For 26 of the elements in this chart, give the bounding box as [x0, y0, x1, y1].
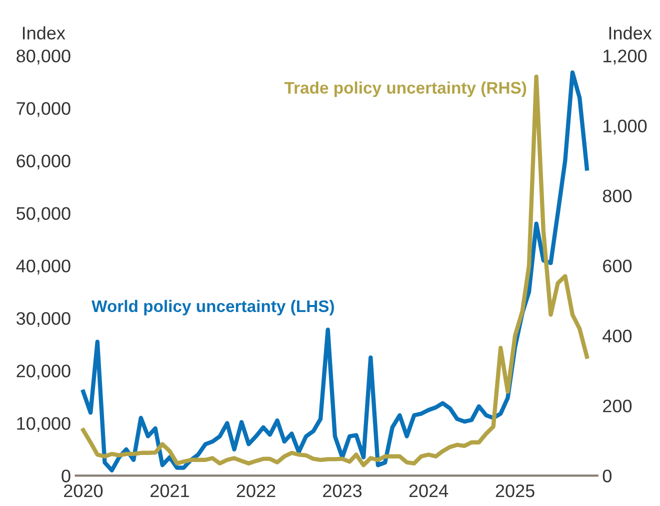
y-tick-label: 70,000 [16, 102, 70, 118]
y-tick-label: 0 [62, 470, 70, 482]
y-tick-label: 40,000 [16, 260, 70, 275]
y2-tick-label: 600 [603, 260, 632, 272]
series-label: Trade policy uncertainty (RHS) [284, 81, 526, 98]
y2-tick-label: 800 [602, 190, 632, 202]
y-tick-label: 60,000 [16, 154, 70, 170]
y-axis-title: Index [22, 26, 66, 40]
x-tick-label: 2024 [409, 484, 448, 498]
y2-tick-label: 1,200 [604, 50, 647, 65]
x-tick-label: 2022 [236, 484, 276, 498]
y-tick-label: 10,000 [17, 417, 70, 432]
x-tick-label: 2020 [64, 484, 103, 498]
y-tick-label: 50,000 [16, 207, 70, 222]
y-tick-label: 30,000 [16, 312, 70, 327]
y2-tick-label: 200 [603, 400, 632, 412]
y2-tick-label: 400 [602, 330, 632, 342]
y-tick-label: 20,000 [16, 364, 70, 380]
x-tick-label: 2023 [323, 484, 362, 498]
x-tick-label: 2025 [496, 484, 534, 498]
y2-tick-label: 1,000 [604, 120, 647, 135]
x-tick-label: 2021 [150, 484, 189, 498]
y2-tick-label: 0 [602, 470, 612, 482]
series-label: World policy uncertainty (LHS) [92, 300, 334, 316]
y-tick-label: 80,000 [16, 50, 70, 65]
y2-axis-title: Index [609, 26, 652, 40]
